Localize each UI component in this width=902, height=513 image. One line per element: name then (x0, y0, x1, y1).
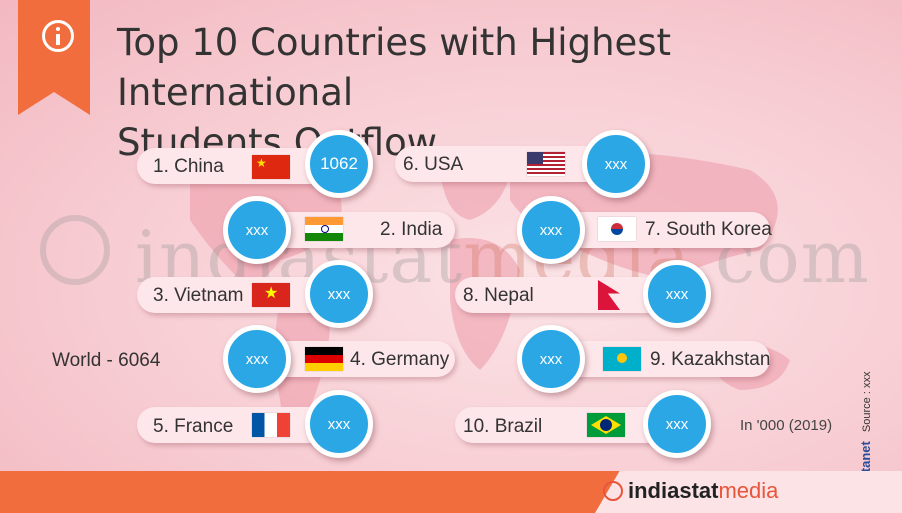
footer-brand-tab (595, 471, 902, 513)
value-bubble: xxx (643, 390, 711, 458)
value-bubble: 1062 (305, 130, 373, 198)
country-label: 6. USA (403, 154, 464, 175)
flag-china-icon: ★ (252, 155, 290, 179)
country-label: 7. South Korea (645, 219, 772, 240)
flag-germany-icon (305, 347, 343, 371)
flag-south-korea-icon (598, 217, 636, 241)
flag-brazil-icon (587, 413, 625, 437)
unit-note: In '000 (2019) (740, 417, 833, 434)
info-icon (42, 20, 74, 52)
country-label: 8. Nepal (463, 285, 534, 306)
value-bubble: xxx (305, 260, 373, 328)
flag-usa-icon (527, 152, 565, 176)
country-label: 10. Brazil (463, 416, 543, 437)
country-label: 4. Germany (350, 349, 450, 370)
value-bubble: xxx (223, 325, 291, 393)
info-bookmark (18, 0, 90, 115)
value-bubble: xxx (305, 390, 373, 458)
country-label: 3. Vietnam (153, 285, 244, 306)
value-bubble: xxx (643, 260, 711, 328)
country-row-nepal (455, 277, 670, 313)
country-row-brazil (455, 407, 670, 443)
brand-logo-icon (603, 481, 623, 501)
country-label: 2. India (380, 219, 443, 240)
flag-kazakhstan-icon (603, 347, 641, 371)
country-label: 1. China (153, 156, 224, 177)
flag-vietnam-icon: ★ (252, 283, 290, 307)
title-line-1: Top 10 Countries with Highest Internatio… (117, 21, 672, 114)
page-title: Top 10 Countries with Highest Internatio… (117, 18, 877, 168)
world-total: World - 6064 (52, 350, 161, 371)
country-label: 5. France (153, 416, 234, 437)
value-bubble: xxx (517, 196, 585, 264)
value-bubble: xxx (517, 325, 585, 393)
watermark-logo-icon (40, 215, 110, 285)
country-label: 9. Kazakhstan (650, 349, 771, 370)
flag-france-icon (252, 413, 290, 437)
value-bubble: xxx (582, 130, 650, 198)
country-row-usa (395, 146, 615, 182)
flag-india-icon (305, 217, 343, 241)
footer-brand: indiastatmedia (628, 478, 779, 503)
value-bubble: xxx (223, 196, 291, 264)
